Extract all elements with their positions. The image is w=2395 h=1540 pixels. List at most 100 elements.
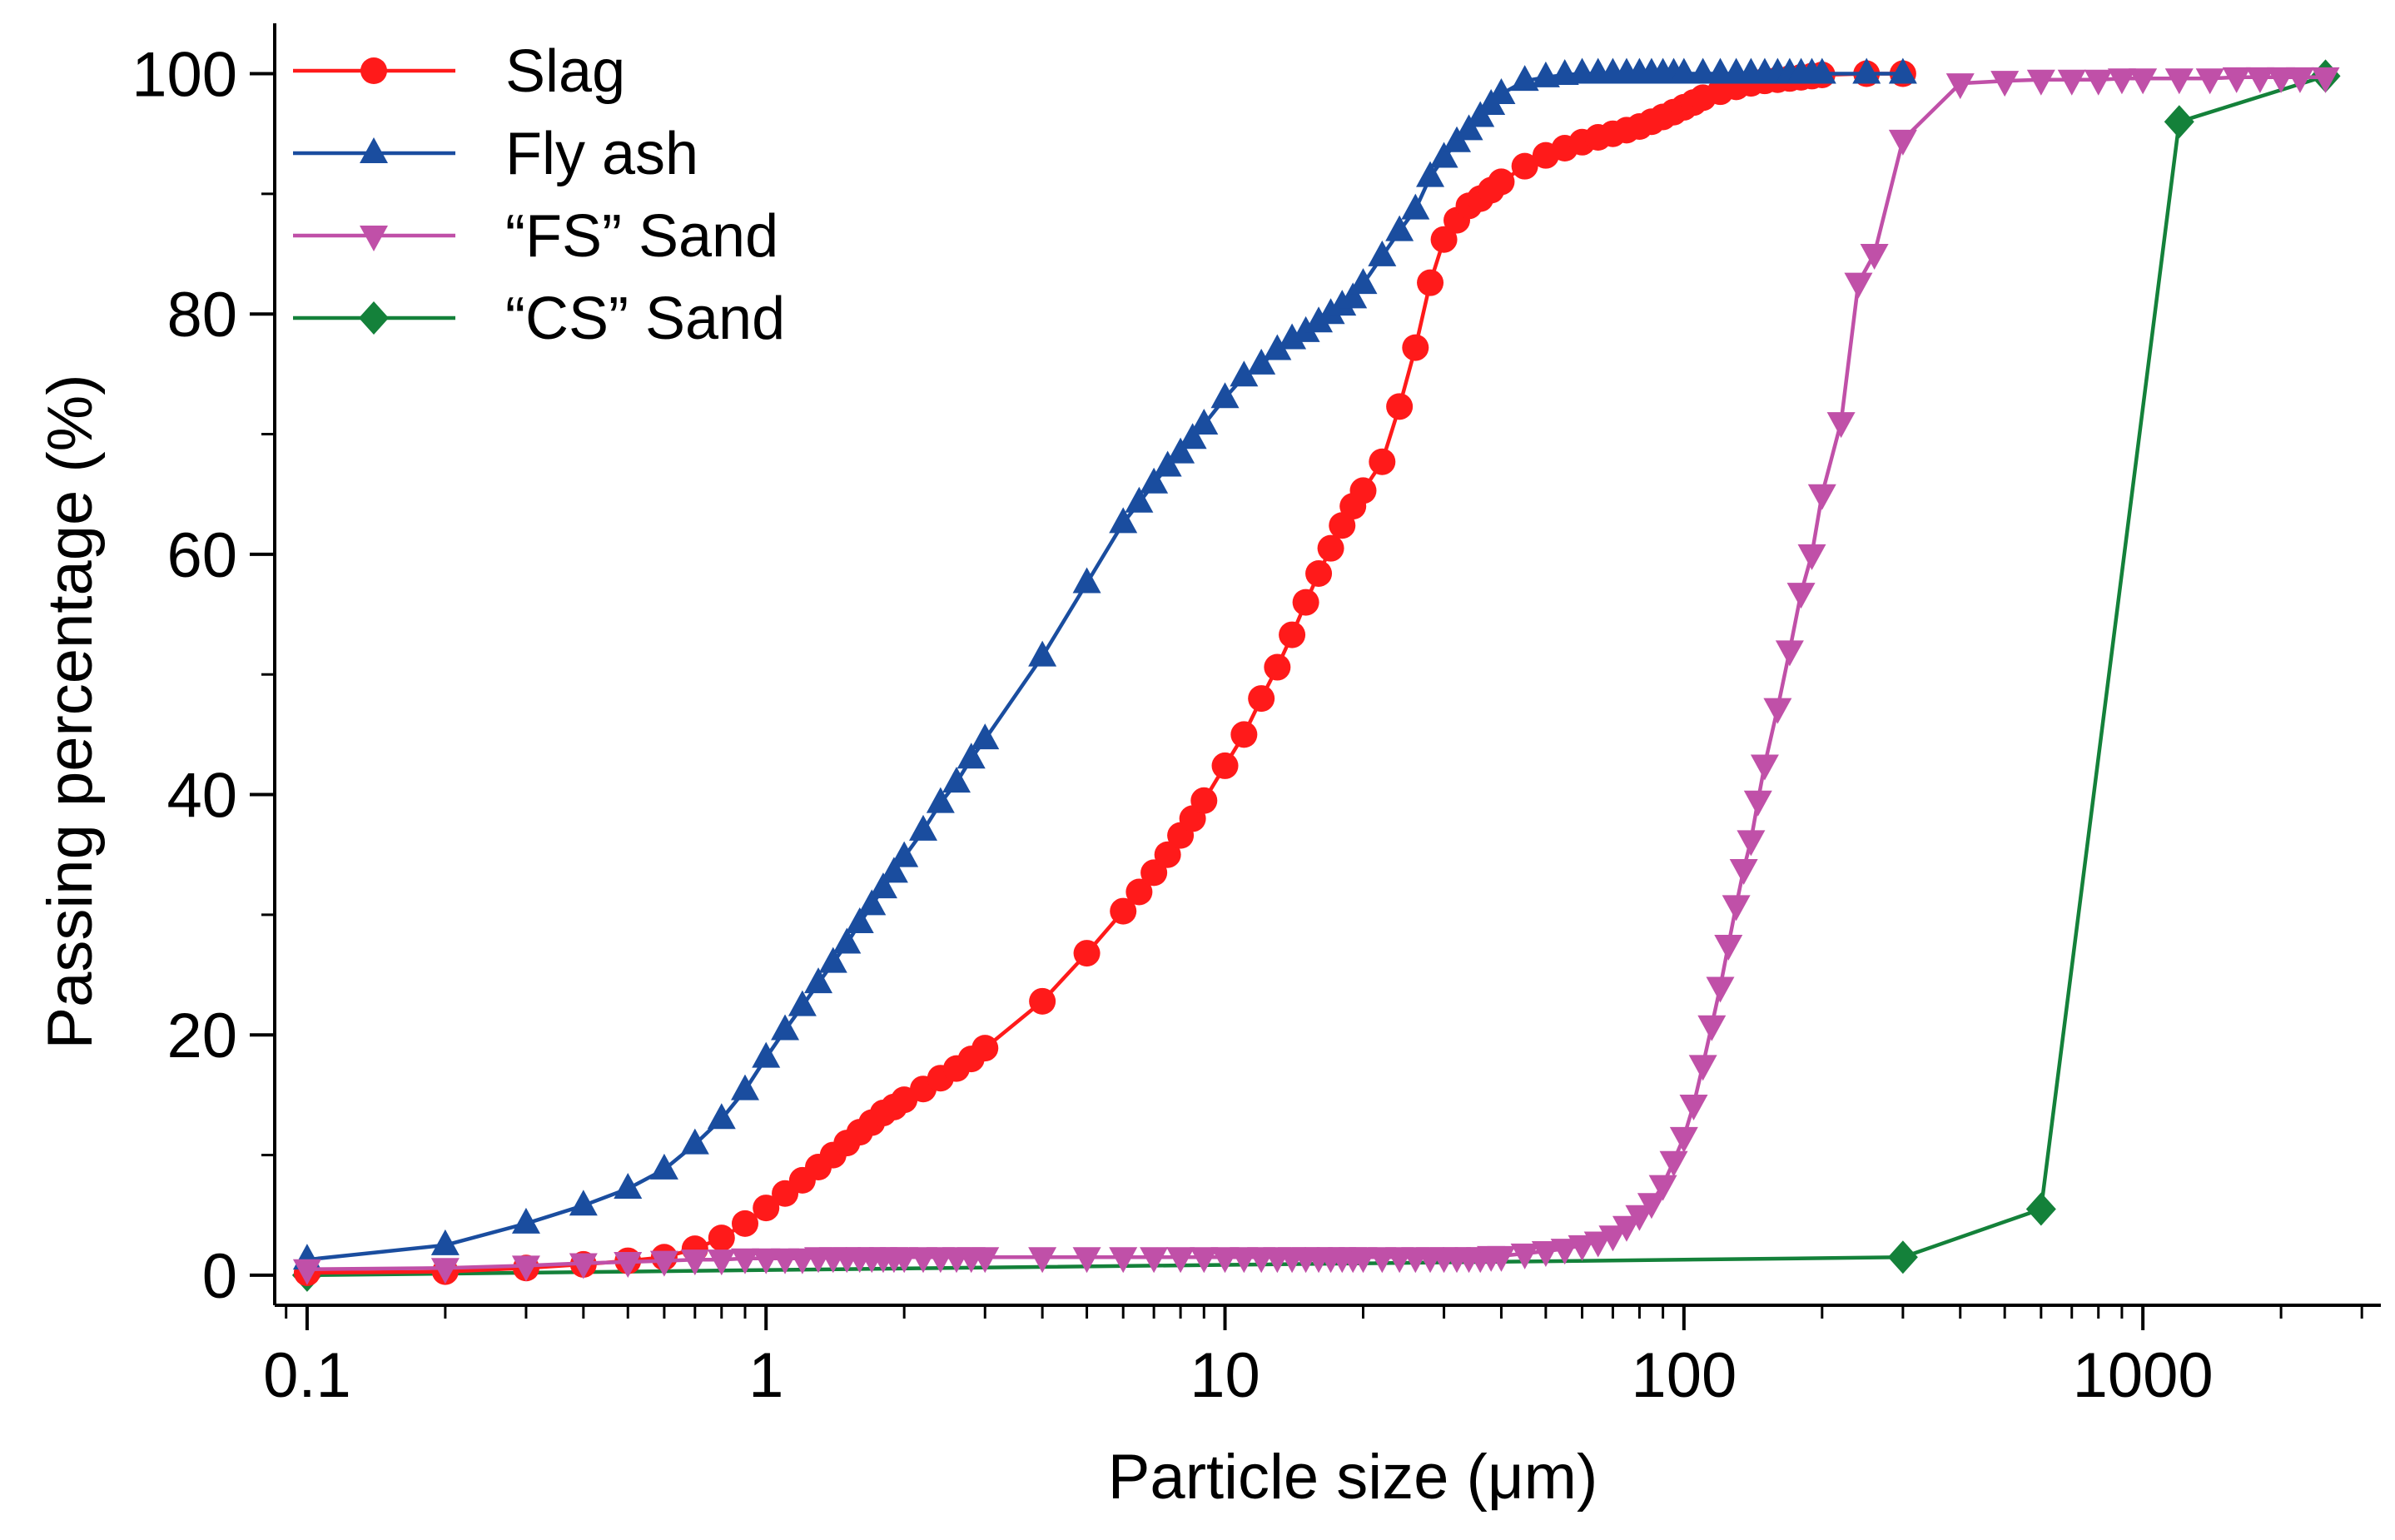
legend-item: Fly ash (293, 121, 698, 187)
y-tick-label: 100 (132, 40, 237, 111)
data-point (1826, 412, 1856, 439)
data-point (1454, 114, 1483, 141)
y-tick-label: 60 (166, 520, 237, 591)
data-point (1612, 1215, 1641, 1242)
x-tick-label: 100 (1631, 1340, 1737, 1411)
data-point (1990, 71, 2020, 97)
data-point (730, 1074, 759, 1100)
data-point (1248, 685, 1275, 713)
data-point (1797, 544, 1826, 570)
data-point (730, 1248, 759, 1274)
data-point (2026, 69, 2055, 96)
data-point (1488, 168, 1515, 196)
data-point (879, 857, 908, 883)
data-point (1109, 507, 1138, 534)
data-point (1278, 323, 1307, 350)
data-point (1317, 534, 1344, 562)
data-point (292, 1259, 321, 1285)
legend-label: “CS” Sand (505, 286, 785, 352)
data-point (1416, 161, 1445, 187)
x-tick-label: 0.1 (263, 1340, 351, 1411)
y-tick-label: 20 (166, 1001, 237, 1071)
data-point (857, 889, 887, 916)
y-axis: 0 20 40 60 80 100 (132, 40, 275, 1312)
data-point (569, 1253, 598, 1279)
data-point (1648, 1175, 1677, 1201)
data-point (752, 1248, 781, 1274)
data-point (1247, 348, 1276, 375)
data-point (1349, 268, 1378, 295)
data-point (1190, 408, 1219, 435)
data-point (1190, 1247, 1219, 1274)
data-point (804, 967, 833, 994)
data-point (1737, 830, 1766, 857)
data-point (707, 1249, 736, 1276)
data-point (1430, 226, 1458, 253)
data-point (2129, 68, 2158, 95)
data-point (1210, 382, 1240, 409)
data-point (1887, 1240, 1918, 1274)
data-point (1178, 423, 1207, 450)
data-point (2084, 69, 2113, 96)
data-point (614, 1252, 643, 1279)
data-point (1669, 57, 1698, 84)
data-point (1487, 78, 1516, 105)
series-layer (291, 57, 2341, 1292)
data-point (957, 743, 986, 769)
legend-item: Slag (293, 38, 625, 105)
data-point (1510, 1243, 1539, 1269)
data-point (1339, 282, 1368, 309)
data-point (649, 1153, 678, 1180)
legend: Slag Fly ash “FS” Sand “CS” Sand (293, 38, 785, 352)
data-point (1775, 640, 1804, 667)
data-point (1402, 334, 1429, 361)
plot-frame (273, 23, 2381, 1307)
data-point (752, 1041, 781, 1068)
data-point (649, 1250, 678, 1277)
data-point (731, 1210, 758, 1237)
data-point (511, 1207, 540, 1234)
legend-item: “CS” Sand (293, 286, 785, 352)
data-point (1349, 1247, 1378, 1274)
data-point (926, 787, 955, 813)
data-point (1166, 1247, 1195, 1274)
data-point (1637, 1193, 1666, 1220)
data-point (2025, 1192, 2056, 1226)
data-point (1211, 752, 1239, 779)
data-point (788, 990, 817, 1016)
data-point (1368, 240, 1397, 266)
data-point (1722, 895, 1751, 922)
legend-marker (360, 57, 387, 84)
data-point (1140, 859, 1168, 887)
data-point (1140, 467, 1169, 494)
data-point (1852, 57, 1881, 84)
data-point (2195, 68, 2224, 95)
data-point (1073, 940, 1101, 967)
data-point (1511, 152, 1538, 180)
data-point (1349, 477, 1377, 504)
data-point (1153, 450, 1182, 477)
data-point (1279, 621, 1306, 648)
data-point (1706, 976, 1735, 1003)
data-point (1028, 640, 1057, 667)
data-point (1385, 215, 1414, 241)
data-point (1264, 653, 1291, 681)
data-point (430, 1229, 460, 1255)
data-point (1729, 859, 1758, 886)
data-point (1714, 934, 1743, 961)
data-point (971, 1247, 1000, 1274)
data-point (771, 1014, 800, 1041)
data-point (614, 1172, 643, 1199)
data-point (1230, 360, 1259, 387)
data-point (942, 767, 971, 793)
data-point (1510, 65, 1539, 92)
data-point (1487, 1245, 1516, 1272)
data-point (1369, 448, 1396, 475)
data-point (1072, 567, 1101, 594)
legend-marker (360, 226, 388, 251)
data-point (1531, 1241, 1560, 1268)
data-point (1888, 57, 1917, 84)
data-point (2164, 105, 2194, 139)
data-point (1125, 486, 1154, 513)
